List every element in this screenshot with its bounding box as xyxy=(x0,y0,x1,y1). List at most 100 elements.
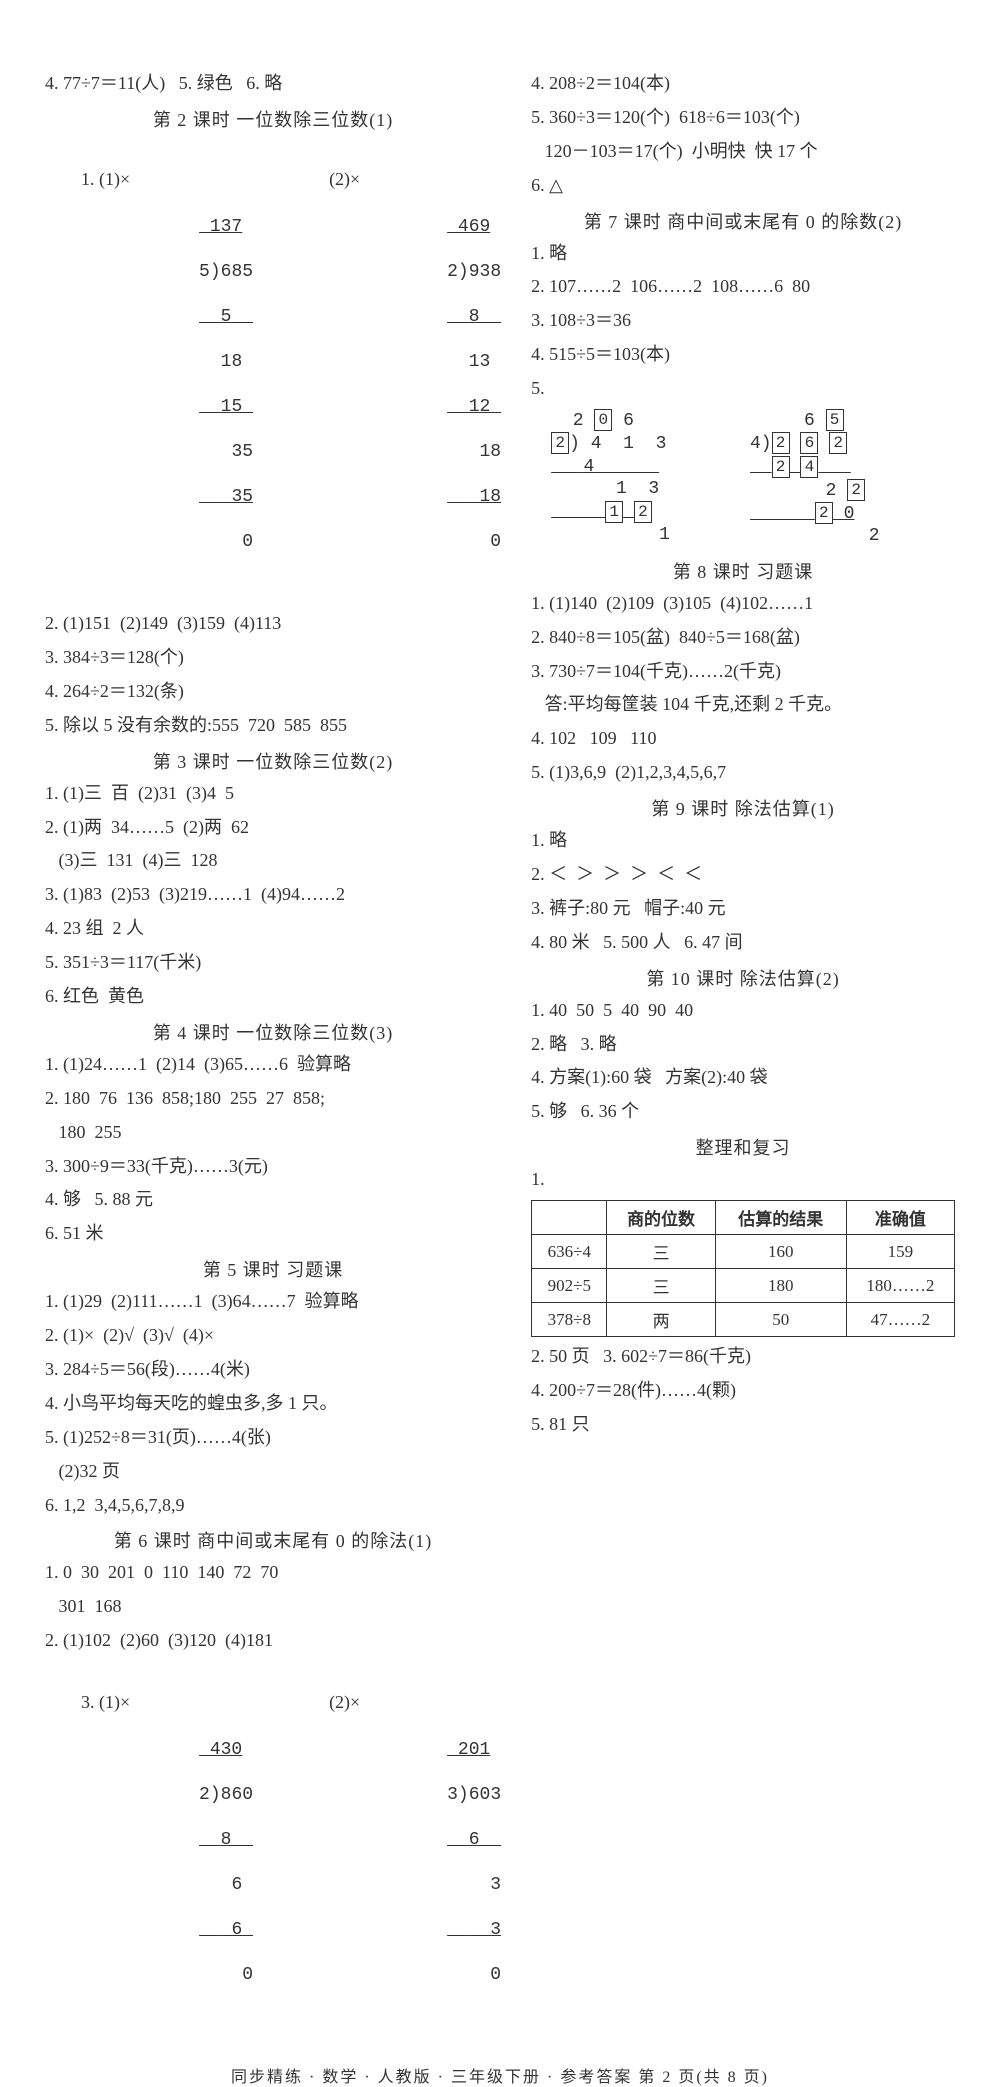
answer-line: 3. 284÷5＝56(段)……4(米) xyxy=(45,1356,501,1384)
answer-line: 1. (1)三 百 (2)31 (3)4 5 xyxy=(45,780,501,808)
th xyxy=(532,1201,607,1235)
td: 两 xyxy=(607,1303,715,1337)
long-division-boxed: 6 5 4)2 6 2 2 4 2 2 2 0 2 xyxy=(750,409,880,548)
answer-line: 5. xyxy=(531,375,955,403)
answer-line: 4. 200÷7＝28(件)……4(颗) xyxy=(531,1377,955,1405)
th: 商的位数 xyxy=(607,1201,715,1235)
section-title: 整理和复习 xyxy=(531,1134,955,1160)
answer-line: 答:平均每筐装 104 千克,还剩 2 千克。 xyxy=(531,691,955,719)
th: 准确值 xyxy=(846,1201,954,1235)
section-title: 第 9 课时 除法估算(1) xyxy=(531,795,955,821)
td: 636÷4 xyxy=(532,1235,607,1269)
answer-line: 3. 384÷3＝128(个) xyxy=(45,644,501,672)
answer-line: 2. 略 3. 略 xyxy=(531,1031,955,1059)
page-footer: 同步精练 · 数学 · 人教版 · 三年级下册 · 参考答案 第 2 页(共 8… xyxy=(45,2063,955,2087)
label: 1. (1)× xyxy=(81,169,130,189)
answer-line: 2. (1)两 34……5 (2)两 62 xyxy=(45,814,501,842)
right-column: 4. 208÷2＝104(本) 5. 360÷3＝120(个) 618÷6＝10… xyxy=(531,70,955,2043)
answer-line: 2. (1)102 (2)60 (3)120 (4)181 xyxy=(45,1627,501,1655)
label: 3. (1)× xyxy=(81,1692,130,1712)
answer-line: 3. 730÷7＝104(千克)……2(千克) xyxy=(531,658,955,686)
answer-line: 2. 107……2 106……2 108……6 80 xyxy=(531,273,955,301)
long-division: 469 2)938 8 13 12 18 18 0 xyxy=(339,194,501,577)
td: 三 xyxy=(607,1269,715,1303)
answer-line: 6. 51 米 xyxy=(45,1220,501,1248)
left-column: 4. 77÷7＝11(人) 5. 绿色 6. 略 第 2 课时 一位数除三位数(… xyxy=(45,70,501,2043)
answer-line: 6. △ xyxy=(531,172,955,200)
long-division: 201 3)603 6 3 3 0 xyxy=(339,1717,501,2010)
section-title: 第 7 课时 商中间或末尾有 0 的除数(2) xyxy=(531,208,955,234)
answer-line: 1. 0 30 201 0 110 140 72 70 xyxy=(45,1559,501,1587)
answer-line: 2. 840÷8＝105(盆) 840÷5＝168(盆) xyxy=(531,624,955,652)
answer-line: 3. 裤子:80 元 帽子:40 元 xyxy=(531,895,955,923)
answer-line: 5. (1)3,6,9 (2)1,2,3,4,5,6,7 xyxy=(531,759,955,787)
answer-line: 3. (1)83 (2)53 (3)219……1 (4)94……2 xyxy=(45,881,501,909)
answer-line: 1. (1)24……1 (2)14 (3)65……6 验算略 xyxy=(45,1051,501,1079)
answer-line: 120－103＝17(个) 小明快 快 17 个 xyxy=(531,138,955,166)
answer-line: 5. 360÷3＝120(个) 618÷6＝103(个) xyxy=(531,104,955,132)
answer-line: 5. 81 只 xyxy=(531,1411,955,1439)
table-header-row: 商的位数 估算的结果 准确值 xyxy=(532,1201,955,1235)
answer-line: 301 168 xyxy=(45,1593,501,1621)
answer-line: 1. (1)× 137 5)685 5 18 15 35 35 0 (2)× xyxy=(45,138,501,604)
section-title: 第 8 课时 习题课 xyxy=(531,558,955,584)
answer-line: 5. 够 6. 36 个 xyxy=(531,1098,955,1126)
answer-line: 4. 23 组 2 人 xyxy=(45,915,501,943)
td: 180……2 xyxy=(846,1269,954,1303)
answer-line: (3)三 131 (4)三 128 xyxy=(45,847,501,875)
td: 47……2 xyxy=(846,1303,954,1337)
answer-line: (2)32 页 xyxy=(45,1458,501,1486)
td: 159 xyxy=(846,1235,954,1269)
answer-line: 2. 50 页 3. 602÷7＝86(千克) xyxy=(531,1343,955,1371)
section-title: 第 10 课时 除法估算(2) xyxy=(531,965,955,991)
answer-line: 4. 208÷2＝104(本) xyxy=(531,70,955,98)
answer-line: 6. 1,2 3,4,5,6,7,8,9 xyxy=(45,1492,501,1520)
answer-line: 4. 方案(1):60 袋 方案(2):40 袋 xyxy=(531,1064,955,1092)
answer-line: 5. (1)252÷8＝31(页)……4(张) xyxy=(45,1424,501,1452)
long-division: 430 2)860 8 6 6 0 xyxy=(91,1717,253,2010)
answer-line: 1. (1)29 (2)111……1 (3)64……7 验算略 xyxy=(45,1288,501,1316)
answer-line: 1. 40 50 5 40 90 40 xyxy=(531,997,955,1025)
td: 160 xyxy=(715,1235,846,1269)
answer-line: 4. 够 5. 88 元 xyxy=(45,1186,501,1214)
td: 50 xyxy=(715,1303,846,1337)
answer-line: 4. 77÷7＝11(人) 5. 绿色 6. 略 xyxy=(45,70,501,98)
table-row: 636÷4 三 160 159 xyxy=(532,1235,955,1269)
answer-line: 4. 515÷5＝103(本) xyxy=(531,341,955,369)
section-title: 第 5 课时 习题课 xyxy=(45,1256,501,1282)
answer-line: 180 255 xyxy=(45,1119,501,1147)
table-row: 378÷8 两 50 47……2 xyxy=(532,1303,955,1337)
td: 三 xyxy=(607,1235,715,1269)
answer-line: 2. ＜ ＞ ＞ ＞ ＜ ＜ xyxy=(531,861,955,889)
section-title: 第 3 课时 一位数除三位数(2) xyxy=(45,748,501,774)
long-division-boxed: 2 0 6 2) 4 1 3 4 1 3 1 2 1 xyxy=(551,409,670,546)
answer-line: 5. 除以 5 没有余数的:555 720 585 855 xyxy=(45,712,501,740)
answer-line: 3. (1)× 430 2)860 8 6 6 0 (2)× 201 3)603 xyxy=(45,1661,501,2037)
td: 378÷8 xyxy=(532,1303,607,1337)
answer-line: 2. (1)151 (2)149 (3)159 (4)113 xyxy=(45,610,501,638)
th: 估算的结果 xyxy=(715,1201,846,1235)
table-row: 902÷5 三 180 180……2 xyxy=(532,1269,955,1303)
boxed-long-divisions: 2 0 6 2) 4 1 3 4 1 3 1 2 1 6 5 4)2 6 2 2… xyxy=(551,409,955,548)
review-table: 商的位数 估算的结果 准确值 636÷4 三 160 159 902÷5 三 1… xyxy=(531,1200,955,1337)
answer-line: 1. 略 xyxy=(531,827,955,855)
answer-line: 4. 264÷2＝132(条) xyxy=(45,678,501,706)
section-title: 第 2 课时 一位数除三位数(1) xyxy=(45,106,501,132)
answer-line: 4. 80 米 5. 500 人 6. 47 间 xyxy=(531,929,955,957)
long-division: 137 5)685 5 18 15 35 35 0 xyxy=(91,194,253,577)
answer-line: 1. xyxy=(531,1166,955,1194)
td: 902÷5 xyxy=(532,1269,607,1303)
td: 180 xyxy=(715,1269,846,1303)
answer-line: 2. (1)× (2)√ (3)√ (4)× xyxy=(45,1322,501,1350)
answer-line: 3. 300÷9＝33(千克)……3(元) xyxy=(45,1153,501,1181)
answer-line: 6. 红色 黄色 xyxy=(45,983,501,1011)
answer-line: 1. (1)140 (2)109 (3)105 (4)102……1 xyxy=(531,590,955,618)
section-title: 第 4 课时 一位数除三位数(3) xyxy=(45,1019,501,1045)
answer-line: 4. 102 109 110 xyxy=(531,725,955,753)
label: (2)× xyxy=(329,1692,360,1712)
answer-line: 3. 108÷3＝36 xyxy=(531,307,955,335)
answer-line: 5. 351÷3＝117(千米) xyxy=(45,949,501,977)
label: (2)× xyxy=(329,169,360,189)
section-title: 第 6 课时 商中间或末尾有 0 的除法(1) xyxy=(45,1527,501,1553)
answer-line: 1. 略 xyxy=(531,240,955,268)
